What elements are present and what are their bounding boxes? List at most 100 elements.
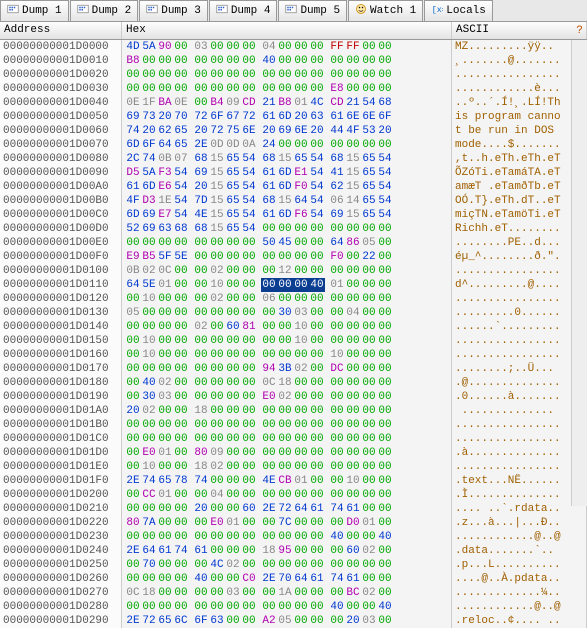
ascii-row[interactable]: ,t..h.eTh.eTh.eT — [452, 152, 586, 166]
tab-dump-2[interactable]: Dump 2 — [70, 0, 139, 21]
hex-row[interactable]: 4FD31E547D1565546815645406146554 — [122, 194, 451, 208]
ascii-row[interactable]: .p...L.......... — [452, 558, 586, 572]
ascii-row[interactable]: t be run in DOS — [452, 124, 586, 138]
hex-row[interactable]: 6D6F64652E0D0D0A2400000000000000 — [122, 138, 451, 152]
hex-row[interactable]: 00000000000000005045000064860500 — [122, 236, 451, 250]
ascii-row[interactable]: .text...NË...... — [452, 474, 586, 488]
ascii-row[interactable]: d^.........@.... — [452, 278, 586, 292]
hex-row[interactable]: D55AF35469156554616DE15441156554 — [122, 166, 451, 180]
hex-row[interactable]: 6D69E7544E156554616DF65469156554 — [122, 208, 451, 222]
address-cell[interactable]: 00000000001D0220 — [0, 516, 121, 530]
address-cell[interactable]: 00000000001D01D0 — [0, 446, 121, 460]
address-cell[interactable]: 00000000001D0050 — [0, 110, 121, 124]
hex-row[interactable]: 00100000000000000000100000000000 — [122, 334, 451, 348]
ascii-row[interactable]: .........0...... — [452, 306, 586, 320]
ascii-row[interactable]: ................ — [452, 348, 586, 362]
header-ascii[interactable]: ASCII — [452, 22, 587, 39]
ascii-row[interactable]: mode....$....... — [452, 138, 586, 152]
hex-row[interactable]: 2C740B07681565546815655468156554 — [122, 152, 451, 166]
address-cell[interactable]: 00000000001D00A0 — [0, 180, 121, 194]
hex-row[interactable]: 00E00100800900000000000000000000 — [122, 446, 451, 460]
address-cell[interactable]: 00000000001D0160 — [0, 348, 121, 362]
address-cell[interactable]: 00000000001D0020 — [0, 68, 121, 82]
hex-row[interactable]: 00000000000000000000000000000000 — [122, 418, 451, 432]
address-cell[interactable]: 00000000001D0090 — [0, 166, 121, 180]
address-cell[interactable]: 00000000001D0250 — [0, 558, 121, 572]
ascii-column[interactable]: MZ.........ÿÿ..¸.......@................… — [452, 40, 587, 628]
ascii-row[interactable]: ............@..@ — [452, 530, 586, 544]
hex-row[interactable]: 05000000000000000030030000040000 — [122, 306, 451, 320]
hex-row[interactable]: 00000000000000000000000040000040 — [122, 530, 451, 544]
tab-dump-1[interactable]: Dump 1 — [0, 0, 69, 21]
hex-row[interactable]: 52696368681565540000000000000000 — [122, 222, 451, 236]
hex-row[interactable]: 616DE65420156554616DF05462156554 — [122, 180, 451, 194]
hex-row[interactable]: 00100000000200000600000000000000 — [122, 292, 451, 306]
hex-row[interactable]: 0000000000000000943B0200DC000000 — [122, 362, 451, 376]
address-cell[interactable]: 00000000001D01B0 — [0, 418, 121, 432]
address-cell[interactable]: 00000000001D0200 — [0, 488, 121, 502]
address-cell[interactable]: 00000000001D0230 — [0, 530, 121, 544]
hex-row[interactable]: 00000000000000000000000040000040 — [122, 600, 451, 614]
hex-row[interactable]: 2E72656C6F630000A205000000200300 — [122, 614, 451, 628]
hex-row[interactable]: B8000000000000004000000000000000 — [122, 54, 451, 68]
hex-row[interactable]: 4D5A90000300000004000000FFFF0000 — [122, 40, 451, 54]
address-cell[interactable]: 00000000001D0030 — [0, 82, 121, 96]
hex-row[interactable]: 69732070726F6772616D2063616E6E6F — [122, 110, 451, 124]
ascii-row[interactable]: ....@..À.pdata.. — [452, 572, 586, 586]
ascii-row[interactable]: .@.............. — [452, 376, 586, 390]
address-cell[interactable]: 00000000001D0000 — [0, 40, 121, 54]
ascii-row[interactable]: .............. — [452, 404, 586, 418]
address-cell[interactable]: 00000000001D0180 — [0, 376, 121, 390]
address-cell[interactable]: 00000000001D0140 — [0, 320, 121, 334]
hex-row[interactable]: 00000000000000000000000000000000 — [122, 68, 451, 82]
hex-row[interactable]: 00000000400000C02E70646174610000 — [122, 572, 451, 586]
ascii-row[interactable]: .Ì.............. — [452, 488, 586, 502]
hex-row[interactable]: 00CC0100000400000000000000000000 — [122, 488, 451, 502]
ascii-row[interactable]: ........;..Ü... — [452, 362, 586, 376]
ascii-row[interactable]: ................ — [452, 292, 586, 306]
ascii-row[interactable]: ..º..´.Í!¸.LÍ!Th — [452, 96, 586, 110]
hex-row[interactable]: 00100000180200000000000000000000 — [122, 460, 451, 474]
ascii-row[interactable]: ......`......... — [452, 320, 586, 334]
address-cell[interactable]: 00000000001D0130 — [0, 306, 121, 320]
address-cell[interactable]: 00000000001D0100 — [0, 264, 121, 278]
hex-row[interactable]: 00000000200000602E72646174610000 — [122, 502, 451, 516]
ascii-row[interactable]: ¸.......@....... — [452, 54, 586, 68]
ascii-row[interactable]: ........PE..d... — [452, 236, 586, 250]
address-column[interactable]: 00000000001D000000000000001D001000000000… — [0, 40, 122, 628]
header-address[interactable]: Address — [0, 22, 122, 39]
address-cell[interactable]: 00000000001D0110 — [0, 278, 121, 292]
address-cell[interactable]: 00000000001D0170 — [0, 362, 121, 376]
ascii-row[interactable]: OÓ.T}.eTh.dT..eT — [452, 194, 586, 208]
help-icon[interactable]: ? — [572, 22, 587, 39]
tab-locals[interactable]: [x=]Locals — [424, 0, 493, 21]
hex-row[interactable]: 0C18000000000300001A000000BC0200 — [122, 586, 451, 600]
address-cell[interactable]: 00000000001D0070 — [0, 138, 121, 152]
hex-row[interactable]: 00700000004C02000000000000000000 — [122, 558, 451, 572]
address-cell[interactable]: 00000000001D0120 — [0, 292, 121, 306]
hex-row[interactable]: 00400200000000000C18000000000000 — [122, 376, 451, 390]
ascii-row[interactable]: miçTN.eTamöTi.eT — [452, 208, 586, 222]
address-cell[interactable]: 00000000001D01C0 — [0, 432, 121, 446]
hex-row[interactable]: 20020000180000000000000000000000 — [122, 404, 451, 418]
vertical-scrollbar[interactable] — [571, 40, 587, 506]
address-cell[interactable]: 00000000001D01E0 — [0, 460, 121, 474]
address-cell[interactable]: 00000000001D0060 — [0, 124, 121, 138]
address-cell[interactable]: 00000000001D0040 — [0, 96, 121, 110]
ascii-row[interactable]: .data.......`.. — [452, 544, 586, 558]
ascii-row[interactable]: Richh.eT........ — [452, 222, 586, 236]
hex-row[interactable]: 0030030000000000E002000000000000 — [122, 390, 451, 404]
ascii-row[interactable]: ................ — [452, 460, 586, 474]
ascii-row[interactable]: .à.............. — [452, 446, 586, 460]
address-cell[interactable]: 00000000001D01F0 — [0, 474, 121, 488]
header-hex[interactable]: Hex — [122, 22, 452, 39]
ascii-row[interactable]: .... ..`.rdata.. — [452, 502, 586, 516]
ascii-row[interactable]: ............@..@ — [452, 600, 586, 614]
address-cell[interactable]: 00000000001D0210 — [0, 502, 121, 516]
ascii-row[interactable]: ................ — [452, 264, 586, 278]
address-cell[interactable]: 00000000001D0150 — [0, 334, 121, 348]
ascii-row[interactable]: .............¼.. — [452, 586, 586, 600]
ascii-row[interactable]: ............è... — [452, 82, 586, 96]
hex-row[interactable]: 00000000000000000000000000000000 — [122, 432, 451, 446]
address-cell[interactable]: 00000000001D0010 — [0, 54, 121, 68]
